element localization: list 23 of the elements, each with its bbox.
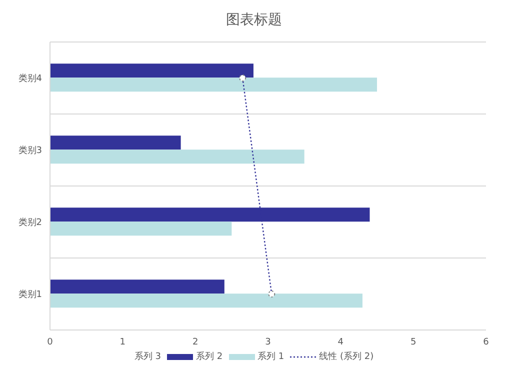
legend-label: 系列 2 [196,350,223,363]
bar [50,78,377,92]
y-tick-label: 类别2 [18,217,42,228]
legend-label: 线性 (系列 2) [319,350,374,363]
x-tick-label: 3 [265,337,271,348]
bar [50,136,181,150]
text: 系列 3 [134,350,161,363]
bar [50,64,254,78]
x-tick-label: 6 [483,337,490,348]
x-tick-label: 1 [120,337,126,348]
bar [50,222,232,236]
y-tick-label: 类别1 [18,289,42,300]
x-tick-label: 5 [410,337,416,348]
bar [50,150,304,164]
y-tick-label: 类别3 [18,145,42,156]
legend-label: 系列 1 [258,350,284,363]
x-tick-label: 2 [192,337,198,348]
x-tick-label: 4 [338,337,344,348]
bar [50,294,362,308]
y-tick-label: 类别4 [18,73,42,84]
x-tick-label: 0 [47,337,54,348]
bar [50,280,224,294]
chart-title: 图表标题 [225,11,283,30]
